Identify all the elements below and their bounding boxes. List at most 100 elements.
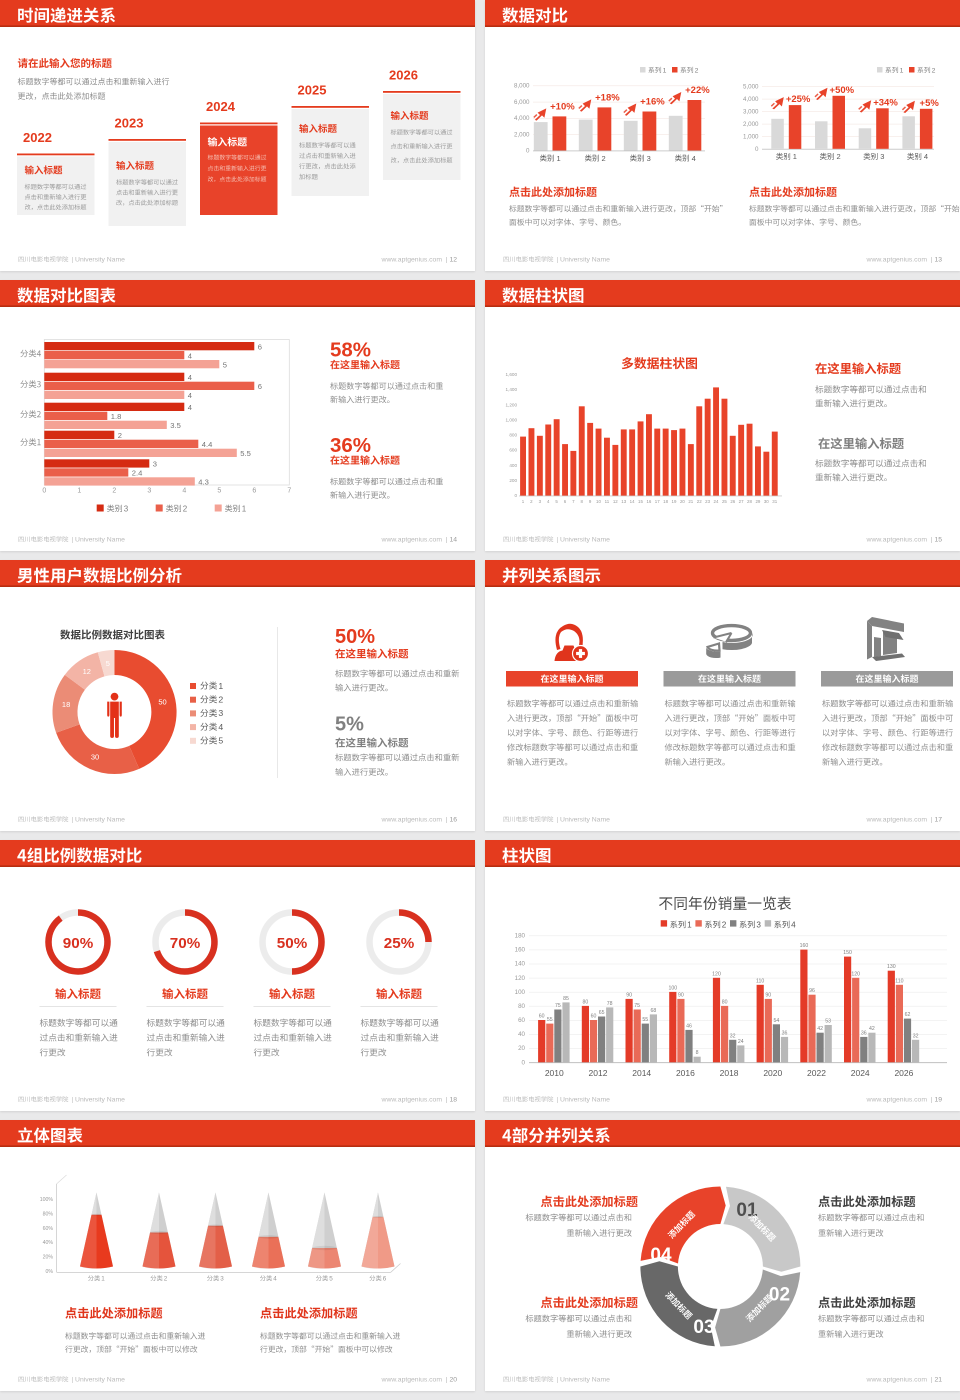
svg-text:150: 150	[843, 950, 852, 956]
svg-text:4: 4	[182, 488, 186, 495]
svg-text:21: 21	[688, 499, 693, 504]
svg-text:70%: 70%	[170, 935, 201, 952]
svg-text:42: 42	[869, 1026, 875, 1032]
svg-text:+5%: +5%	[920, 98, 940, 109]
svg-text:+18%: +18%	[595, 92, 620, 103]
svg-text:www.aptgenius.com | 16: www.aptgenius.com | 16	[381, 817, 458, 824]
svg-text:www.aptgenius.com | 18: www.aptgenius.com | 18	[381, 1097, 458, 1104]
svg-text:5: 5	[555, 499, 558, 504]
svg-text:2: 2	[530, 499, 533, 504]
svg-text:2022: 2022	[23, 130, 52, 145]
svg-text:7: 7	[572, 499, 575, 504]
svg-text:120: 120	[712, 971, 721, 977]
svg-text:20: 20	[680, 499, 685, 504]
svg-text:1,200: 1,200	[506, 402, 518, 407]
svg-text:54: 54	[774, 1018, 780, 1024]
svg-text:5: 5	[218, 736, 223, 746]
svg-text:75: 75	[555, 1003, 561, 1009]
svg-text:1,000: 1,000	[743, 133, 759, 140]
svg-text:0: 0	[514, 493, 517, 498]
svg-text:+10%: +10%	[550, 101, 575, 112]
svg-text:www.aptgenius.com | 19: www.aptgenius.com | 19	[866, 1097, 943, 1104]
svg-text:36: 36	[861, 1030, 867, 1036]
svg-text:0: 0	[526, 148, 530, 155]
svg-text:+25%: +25%	[786, 94, 811, 105]
svg-text:4: 4	[218, 722, 223, 732]
svg-text:2: 2	[183, 504, 188, 513]
svg-text:2018: 2018	[720, 1068, 739, 1078]
svg-text:40: 40	[518, 1031, 525, 1038]
svg-text:| University Name: | University Name	[556, 1097, 610, 1104]
svg-text:68: 68	[651, 1008, 657, 1014]
svg-text:180: 180	[515, 933, 526, 940]
svg-text:4.4: 4.4	[202, 440, 213, 449]
svg-text:0%: 0%	[46, 1269, 54, 1275]
svg-text:22: 22	[697, 499, 702, 504]
svg-text:3: 3	[756, 921, 761, 930]
svg-text:1: 1	[557, 154, 561, 163]
svg-text:100: 100	[668, 985, 677, 991]
svg-text:1,600: 1,600	[506, 372, 518, 377]
svg-text:30: 30	[764, 499, 769, 504]
svg-text:32: 32	[730, 1033, 736, 1039]
svg-text:28: 28	[747, 499, 752, 504]
svg-text:6: 6	[258, 342, 262, 351]
svg-text:10: 10	[596, 499, 601, 504]
svg-text:100%: 100%	[40, 1197, 54, 1203]
svg-text:1: 1	[793, 152, 797, 161]
svg-text:4.3: 4.3	[198, 478, 209, 487]
svg-text:4: 4	[188, 391, 192, 400]
svg-text:www.aptgenius.com | 15: www.aptgenius.com | 15	[866, 537, 943, 544]
svg-text:3: 3	[647, 154, 651, 163]
svg-text:2024: 2024	[206, 99, 236, 114]
svg-text:80: 80	[722, 999, 728, 1005]
svg-text:1: 1	[687, 921, 692, 930]
svg-text:600: 600	[509, 448, 517, 453]
svg-text:53: 53	[825, 1019, 831, 1025]
svg-text:2,000: 2,000	[514, 131, 530, 138]
svg-text:4: 4	[188, 373, 192, 382]
svg-text:02: 02	[769, 1285, 790, 1306]
svg-text:5: 5	[329, 1276, 333, 1283]
svg-text:3: 3	[124, 504, 129, 513]
svg-text:160: 160	[800, 943, 809, 949]
svg-text:1,000: 1,000	[506, 417, 518, 422]
svg-text:6: 6	[564, 499, 567, 504]
svg-text:2: 2	[164, 1276, 168, 1283]
svg-text:24: 24	[738, 1039, 744, 1045]
svg-text:17: 17	[655, 499, 660, 504]
svg-text:5%: 5%	[335, 714, 364, 736]
svg-text:2.4: 2.4	[132, 469, 143, 478]
svg-text:1,400: 1,400	[506, 387, 518, 392]
svg-text:1: 1	[522, 499, 525, 504]
svg-text:62: 62	[905, 1012, 911, 1018]
svg-text:2026: 2026	[389, 68, 418, 83]
svg-text:55: 55	[547, 1017, 553, 1023]
svg-text:80: 80	[518, 1003, 525, 1010]
svg-text:2024: 2024	[851, 1068, 870, 1078]
svg-text:8,000: 8,000	[514, 83, 530, 90]
svg-text:23: 23	[705, 499, 710, 504]
svg-text:2,000: 2,000	[743, 121, 759, 128]
svg-text:24: 24	[714, 499, 719, 504]
svg-text:2: 2	[695, 68, 699, 75]
svg-text:5: 5	[223, 360, 227, 369]
svg-text:50%: 50%	[277, 935, 308, 952]
svg-text:42: 42	[817, 1026, 823, 1032]
svg-text:2022: 2022	[807, 1068, 826, 1078]
svg-text:90%: 90%	[63, 935, 94, 952]
svg-text:0: 0	[522, 1059, 526, 1066]
svg-text:1.8: 1.8	[111, 412, 122, 421]
svg-text:+50%: +50%	[830, 85, 855, 96]
svg-text:27: 27	[739, 499, 744, 504]
svg-text:160: 160	[515, 947, 526, 954]
svg-text:29: 29	[755, 499, 760, 504]
svg-text:90: 90	[626, 992, 632, 998]
svg-text:110: 110	[895, 978, 903, 984]
svg-text:3: 3	[220, 1276, 224, 1283]
svg-text:| University Name: | University Name	[556, 1377, 610, 1384]
svg-text:2: 2	[722, 921, 727, 930]
svg-text:3.5: 3.5	[170, 421, 181, 430]
svg-text:78: 78	[607, 1001, 613, 1007]
svg-text:2010: 2010	[545, 1068, 564, 1078]
